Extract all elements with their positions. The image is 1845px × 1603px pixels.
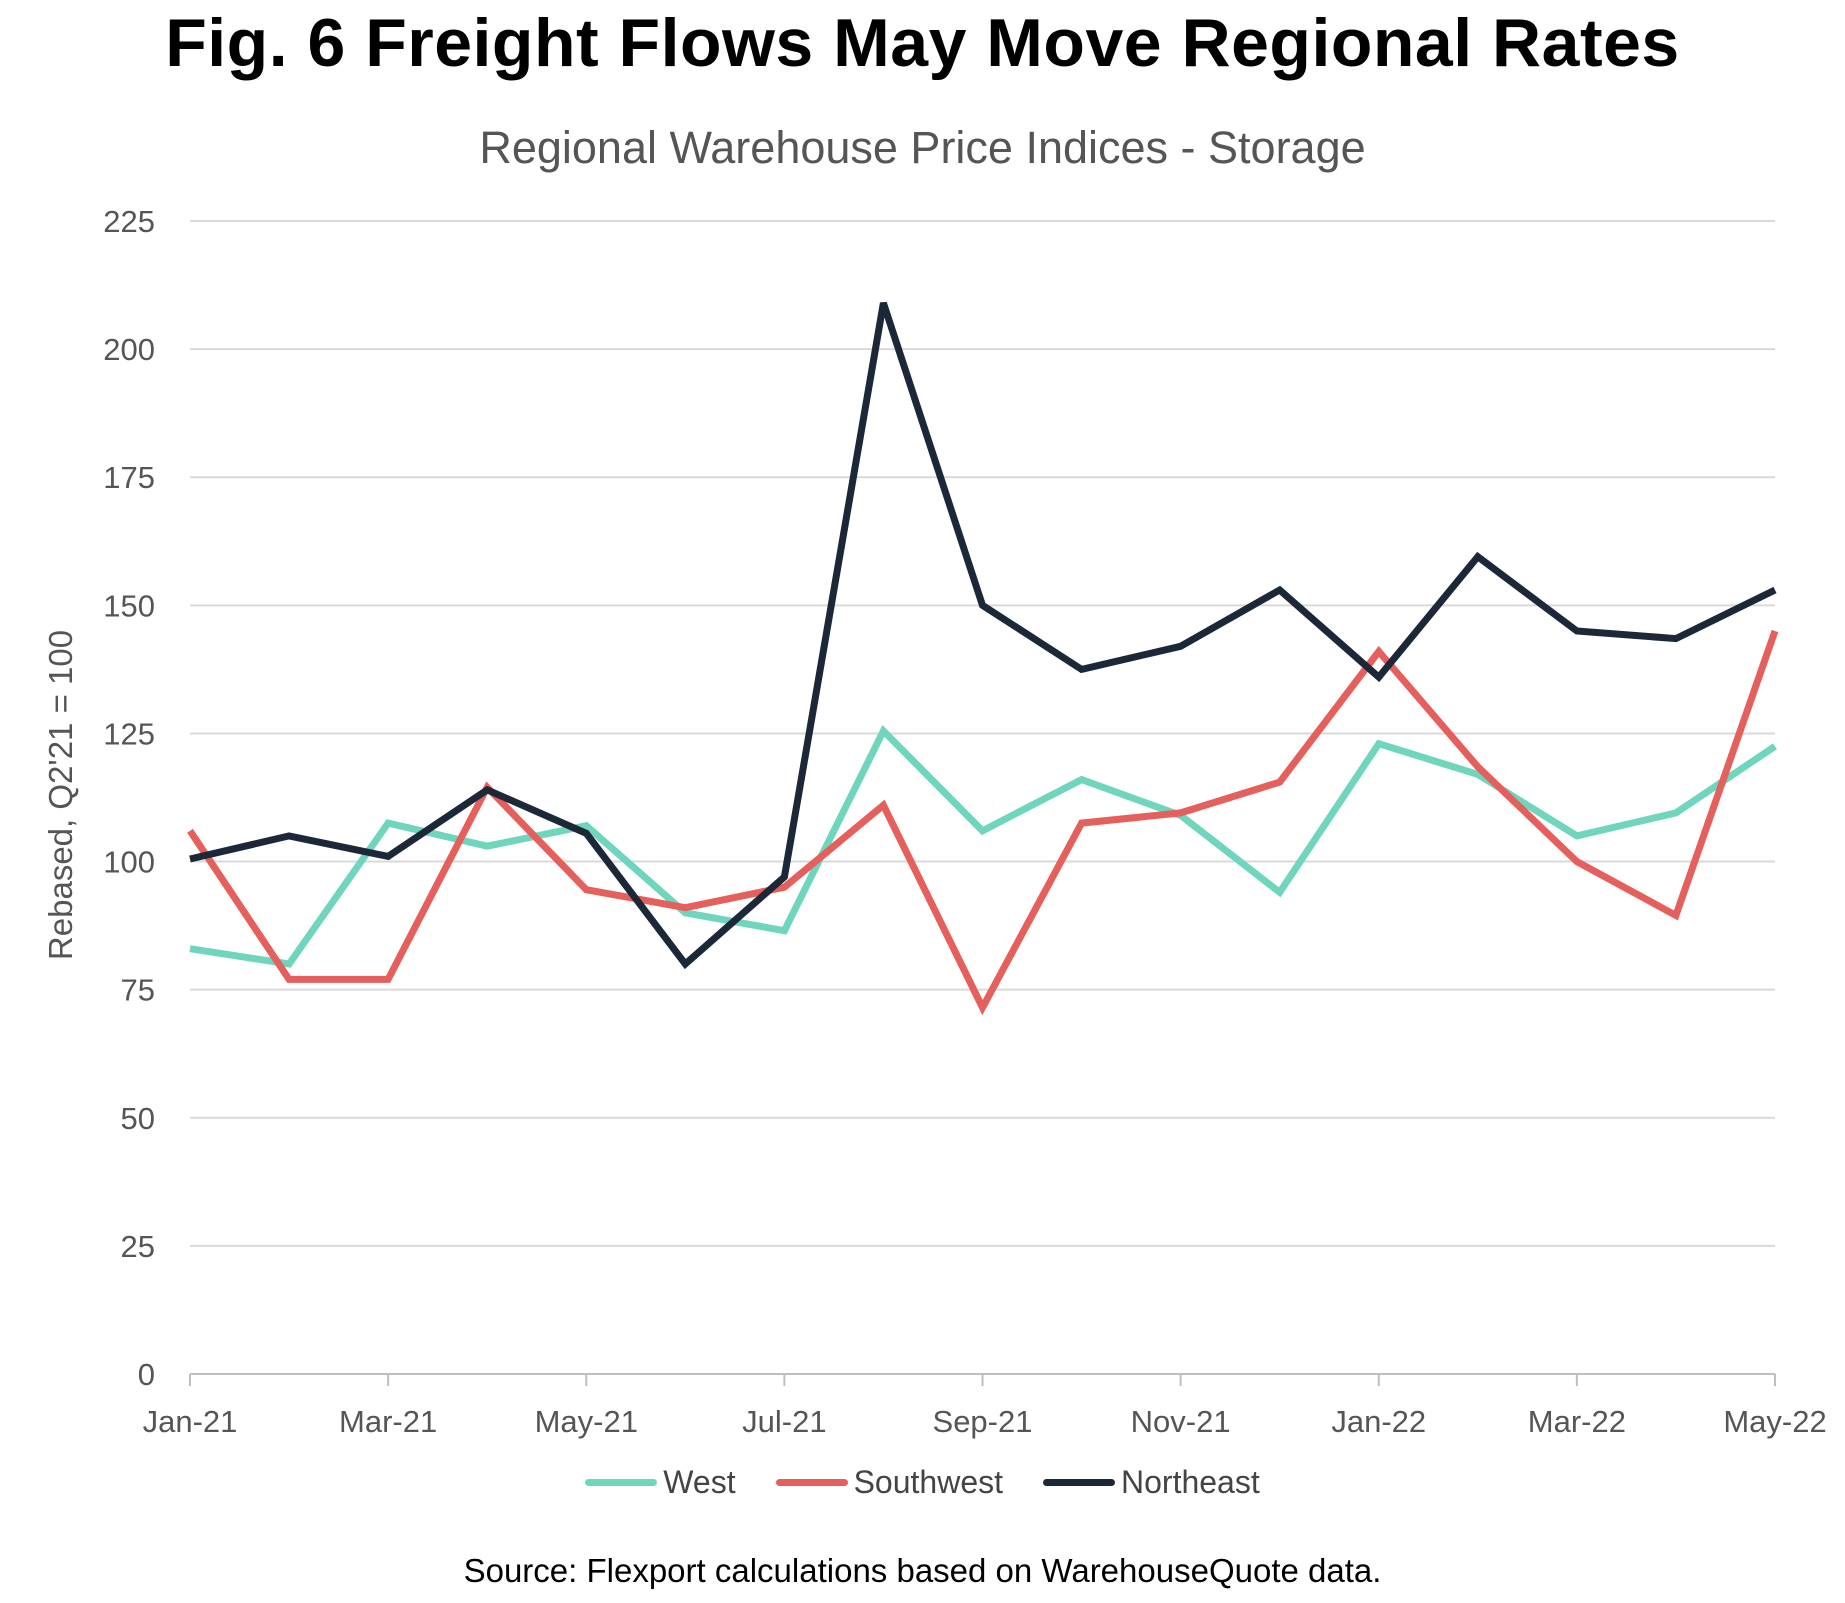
- chart-subtitle: Regional Warehouse Price Indices - Stora…: [479, 122, 1366, 173]
- y-tick-label: 175: [103, 460, 155, 495]
- legend-label: Southwest: [853, 1464, 1003, 1500]
- y-axis-label: Rebased, Q2'21 = 100: [42, 630, 79, 960]
- legend-swatch: [775, 1479, 848, 1486]
- series-line-southwest: [187, 629, 1779, 1016]
- x-tick-label: Nov-21: [1131, 1404, 1231, 1439]
- y-tick-label: 25: [121, 1229, 155, 1264]
- legend-label: West: [663, 1464, 736, 1500]
- series-lines: [187, 301, 1779, 1016]
- line-chart: 0 25 50 75 100 125 150 175 200 225 Jan-21 Mar-21 Ma…: [42, 204, 1827, 1439]
- legend-item-west: West: [585, 1464, 736, 1501]
- y-tick-label: 0: [138, 1357, 155, 1392]
- x-tick-label: Mar-21: [339, 1404, 437, 1439]
- legend-swatch: [585, 1479, 658, 1486]
- x-tick-label: May-22: [1723, 1404, 1826, 1439]
- y-tick-label: 200: [103, 332, 155, 367]
- y-tick-label: 50: [121, 1101, 155, 1136]
- gridlines: [190, 220, 1775, 1247]
- y-tick-label: 100: [103, 845, 155, 880]
- source-note: Source: Flexport calculations based on W…: [463, 1552, 1382, 1589]
- legend-swatch: [1043, 1479, 1115, 1486]
- y-axis-ticks: 0 25 50 75 100 125 150 175 200 225: [103, 204, 155, 1392]
- x-tick-label: Sep-21: [933, 1404, 1033, 1439]
- y-tick-label: 225: [103, 204, 155, 239]
- legend-item-northeast: Northeast: [1043, 1464, 1260, 1501]
- x-tick-label: May-21: [535, 1404, 638, 1439]
- series-line-northeast: [189, 301, 1777, 970]
- x-axis: Jan-21 Mar-21 May-21 Jul-21 Sep-21 Nov-21 Jan-…: [143, 1373, 1827, 1439]
- series-line-west: [189, 724, 1777, 968]
- legend-label: Northeast: [1121, 1464, 1260, 1500]
- y-tick-label: 75: [121, 973, 155, 1008]
- legend-item-southwest: Southwest: [775, 1464, 1003, 1501]
- chart-title: Fig. 6 Freight Flows May Move Regional R…: [165, 5, 1680, 81]
- x-tick-label: Jan-21: [143, 1404, 238, 1439]
- y-tick-label: 150: [103, 588, 155, 623]
- x-tick-label: Jan-22: [1331, 1404, 1426, 1439]
- x-tick-label: Mar-22: [1528, 1404, 1626, 1439]
- x-tick-label: Jul-21: [742, 1404, 826, 1439]
- y-tick-label: 125: [103, 716, 155, 751]
- legend: West Southwest Northeast: [0, 1464, 1845, 1501]
